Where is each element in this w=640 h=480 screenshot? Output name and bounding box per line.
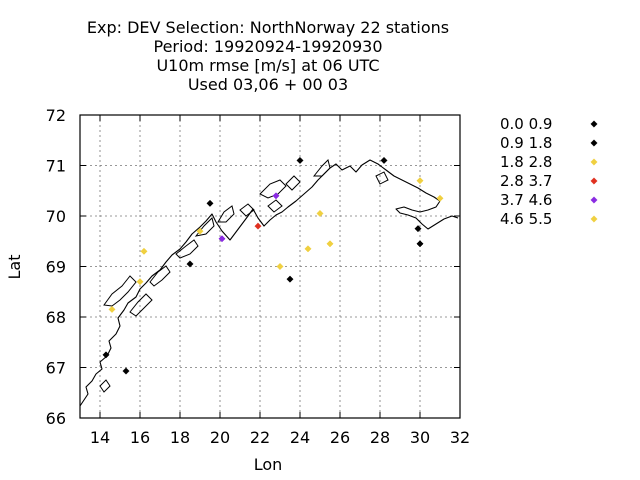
x-axis-ticks: 14 16 18 20 22 24 26 28 30 32	[90, 115, 470, 447]
legend-label-3: 2.8 3.7	[500, 172, 552, 190]
y-tick-label-3: 69	[46, 258, 66, 277]
data-point-s4-0	[218, 235, 226, 243]
y-tick-label-4: 70	[46, 207, 66, 226]
x-tick-label-8: 30	[410, 428, 430, 447]
data-point-s4-1	[272, 192, 280, 200]
y-axis-label: Lat	[5, 255, 24, 280]
legend-marker-4	[590, 196, 598, 204]
data-point-s2-4	[304, 245, 312, 253]
x-tick-label-9: 32	[450, 428, 470, 447]
title-line-4: Used 03,06 + 00 03	[188, 75, 348, 94]
legend-marker-3	[590, 177, 598, 185]
data-point-s1-1	[122, 367, 130, 375]
x-tick-label-5: 24	[290, 428, 310, 447]
legend-marker-1	[590, 139, 598, 147]
x-tick-label-6: 26	[330, 428, 350, 447]
data-point-s0-0	[296, 156, 304, 165]
data-point-s5-0	[136, 278, 144, 286]
data-point-s2-8	[436, 194, 444, 202]
data-point-s1-0	[102, 351, 110, 359]
y-tick-label-2: 68	[46, 308, 66, 327]
data-point-s2-3	[276, 262, 284, 271]
data-point-s0-1	[380, 156, 388, 165]
y-tick-label-5: 71	[46, 157, 66, 176]
legend-label-0: 0.0 0.9	[500, 115, 552, 133]
legend-label-1: 0.9 1.8	[500, 134, 552, 152]
data-point-s1-4	[286, 275, 294, 283]
x-tick-label-0: 14	[90, 428, 110, 447]
data-point-s2-0	[108, 305, 116, 313]
data-point-s3-0	[254, 222, 262, 230]
title-line-2: Period: 19920924-19920930	[153, 37, 382, 56]
y-axis-ticks: 66 67 68 69 70 71 72	[46, 106, 460, 428]
x-tick-label-4: 22	[250, 428, 270, 447]
coastline-map	[79, 159, 459, 407]
data-point-s2-2	[196, 227, 204, 235]
x-tick-label-1: 16	[130, 428, 150, 447]
title-line-1: Exp: DEV Selection: NorthNorway 22 stati…	[87, 18, 449, 37]
y-tick-label-6: 72	[46, 106, 66, 125]
data-point-s2-6	[326, 240, 334, 248]
data-point-s1-5	[414, 225, 422, 233]
y-tick-label-1: 67	[46, 359, 66, 378]
grid	[80, 114, 461, 419]
legend-marker-5	[590, 215, 598, 223]
x-tick-label-2: 18	[170, 428, 190, 447]
data-point-s2-7	[416, 177, 424, 185]
legend-marker-2	[590, 158, 598, 166]
legend-label-5: 4.6 5.5	[500, 210, 552, 228]
data-point-s1-2	[186, 260, 194, 268]
x-axis-label: Lon	[254, 455, 283, 474]
data-point-s1-6	[416, 240, 424, 248]
chart-title: Exp: DEV Selection: NorthNorway 22 stati…	[87, 18, 449, 94]
x-tick-label-3: 20	[210, 428, 230, 447]
title-line-3: U10m rmse [m/s] at 06 UTC	[156, 56, 379, 75]
data-points	[102, 156, 444, 375]
data-point-s2-5	[316, 209, 324, 218]
legend-marker-0	[590, 120, 598, 128]
data-point-s2-1	[140, 247, 148, 255]
legend: 0.0 0.90.9 1.81.8 2.82.8 3.73.7 4.64.6 5…	[500, 115, 598, 228]
data-point-s1-3	[206, 199, 214, 207]
y-tick-label-0: 66	[46, 409, 66, 428]
x-tick-label-7: 28	[370, 428, 390, 447]
legend-label-2: 1.8 2.8	[500, 153, 552, 171]
legend-label-4: 3.7 4.6	[500, 191, 552, 209]
